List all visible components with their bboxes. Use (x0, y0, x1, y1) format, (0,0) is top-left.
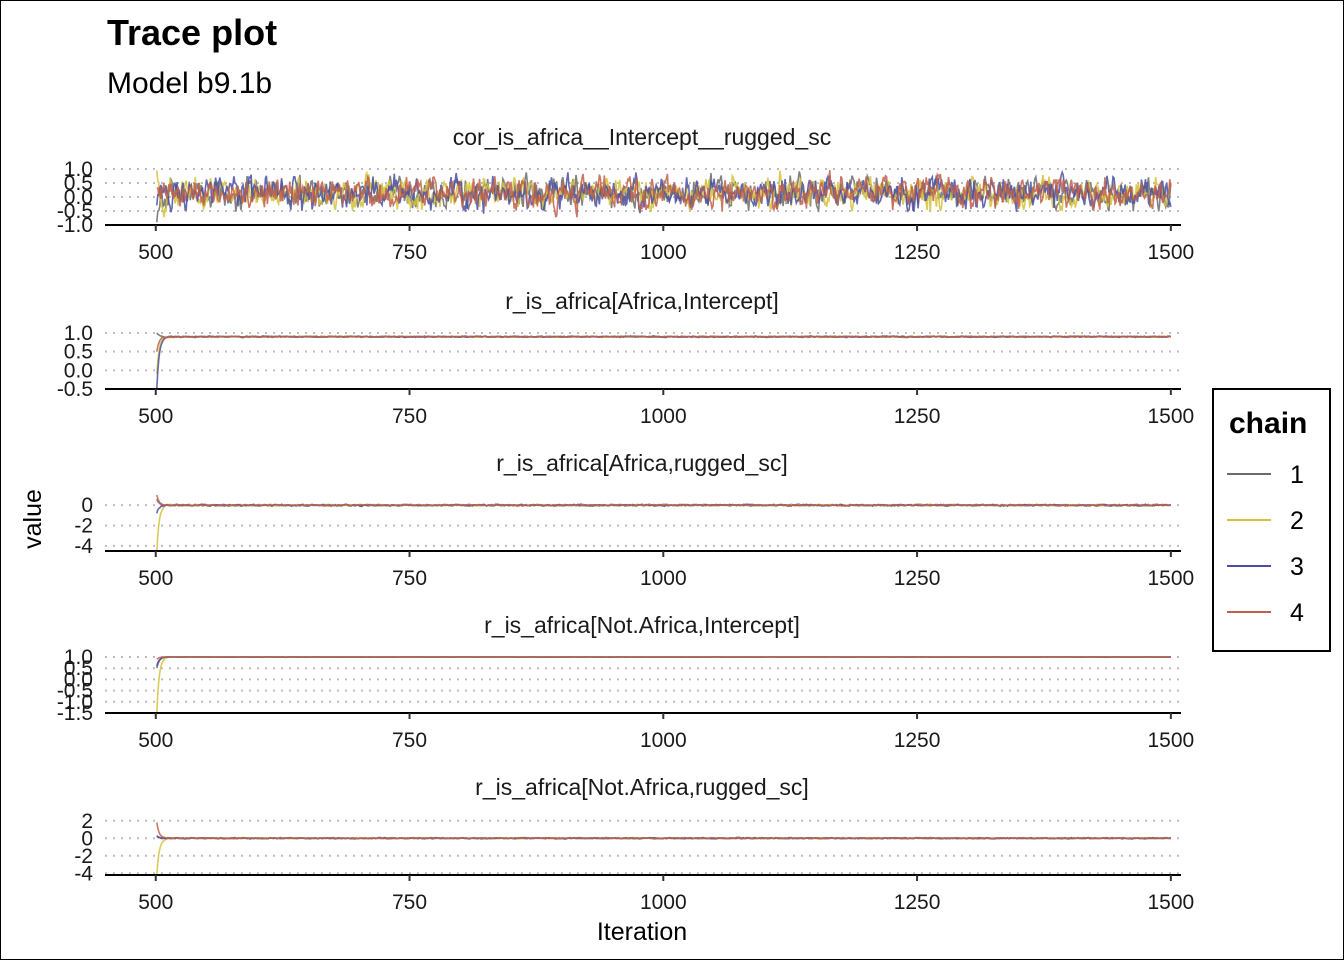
legend-label: 4 (1290, 599, 1304, 627)
y-tick-label: 2 (81, 810, 93, 833)
facet-strip-label: r_is_africa[Not.Africa,Intercept] (484, 612, 800, 638)
y-tick-label: 0.5 (64, 657, 93, 680)
x-tick-label: 1500 (1147, 891, 1194, 914)
facet-panel: cor_is_africa__Intercept__rugged_sc1.00.… (57, 124, 1194, 264)
legend-label: 3 (1290, 553, 1304, 581)
y-tick-label: -1.0 (57, 691, 93, 714)
x-tick-label: 1000 (640, 729, 687, 752)
x-axis-title: Iteration (597, 918, 687, 946)
x-tick-label: 500 (138, 729, 173, 752)
x-tick-label: 750 (392, 405, 427, 428)
y-tick-label: -1.0 (57, 214, 93, 237)
x-tick-label: 750 (392, 891, 427, 914)
x-tick-label: 1000 (640, 891, 687, 914)
y-tick-label: 0.0 (64, 359, 93, 382)
legend: chain 1 2 3 4 (1212, 388, 1331, 652)
trace-chain-4 (156, 656, 1171, 660)
legend-label: 1 (1290, 461, 1304, 489)
x-tick-label: 1250 (894, 241, 941, 264)
x-tick-label: 1250 (894, 891, 941, 914)
y-tick-label: -0.5 (57, 378, 93, 401)
y-axis-title: value (19, 489, 47, 549)
y-tick-label: -0.5 (57, 200, 93, 223)
x-tick-label: 1000 (640, 567, 687, 590)
y-tick-label: -2 (74, 515, 93, 538)
y-tick-label: -0.5 (57, 680, 93, 703)
facet-strip-label: r_is_africa[Africa,Intercept] (505, 288, 779, 314)
x-tick-label: 500 (138, 405, 173, 428)
trace-chain-4 (156, 494, 1171, 508)
facet-strip-label: r_is_africa[Africa,rugged_sc] (496, 450, 787, 476)
facet-panel: r_is_africa[Africa,rugged_sc] 0-2-4 500 750… (74, 450, 1194, 590)
trace-chain-3 (156, 335, 1171, 390)
x-tick-label: 1000 (640, 241, 687, 264)
y-tick-label: -4 (74, 535, 93, 558)
legend-label: 2 (1290, 507, 1304, 535)
y-tick-label: 0.0 (64, 668, 93, 691)
trace-chain-1 (156, 656, 1171, 669)
x-tick-label: 1500 (1147, 567, 1194, 590)
facet-strip-label: cor_is_africa__Intercept__rugged_sc (453, 124, 831, 150)
y-tick-label: -2 (74, 845, 93, 868)
trace-chain-4 (156, 822, 1171, 840)
x-tick-label: 1500 (1147, 241, 1194, 264)
facet-panel: r_is_africa[Not.Africa,rugged_sc] 20-2-4 5… (74, 774, 1194, 914)
trace-chain-2 (156, 503, 1171, 552)
x-tick-label: 1250 (894, 567, 941, 590)
x-tick-label: 1250 (894, 405, 941, 428)
facet-panels: cor_is_africa__Intercept__rugged_sc1.00.… (57, 124, 1194, 914)
trace-chain-4 (156, 335, 1171, 352)
facet-panel: r_is_africa[Africa,Intercept] 1.00.50.0-0… (57, 288, 1194, 428)
x-tick-label: 1250 (894, 729, 941, 752)
y-tick-label: 0 (81, 494, 93, 517)
trace-chain-2 (156, 656, 1171, 714)
x-tick-label: 1500 (1147, 729, 1194, 752)
x-tick-label: 500 (138, 567, 173, 590)
y-tick-label: 1.0 (64, 322, 93, 345)
y-tick-label: 0.5 (64, 341, 93, 364)
trace-chain-4 (156, 170, 1172, 218)
trace-chain-3 (156, 656, 1171, 667)
plot-subtitle: Model b9.1b (107, 67, 272, 100)
plot-title: Trace plot (107, 12, 277, 53)
x-tick-label: 1000 (640, 405, 687, 428)
x-tick-label: 750 (392, 241, 427, 264)
y-tick-label: -1.5 (57, 702, 93, 725)
y-tick-label: 1.0 (64, 646, 93, 669)
x-tick-label: 500 (138, 891, 173, 914)
trace-chain-2 (156, 335, 1172, 375)
x-tick-label: 750 (392, 729, 427, 752)
facet-panel: r_is_africa[Not.Africa,Intercept] 1.00.50… (57, 612, 1194, 752)
facet-strip-label: r_is_africa[Not.Africa,rugged_sc] (475, 774, 809, 800)
y-tick-label: -4 (74, 862, 93, 885)
y-tick-label: 0 (81, 827, 93, 850)
x-tick-label: 500 (138, 241, 173, 264)
y-tick-label: 1.0 (64, 158, 93, 181)
y-tick-label: 0.5 (64, 172, 93, 195)
x-tick-label: 750 (392, 567, 427, 590)
y-tick-label: 0.0 (64, 186, 93, 209)
x-tick-label: 1500 (1147, 405, 1194, 428)
legend-title: chain (1229, 407, 1307, 440)
